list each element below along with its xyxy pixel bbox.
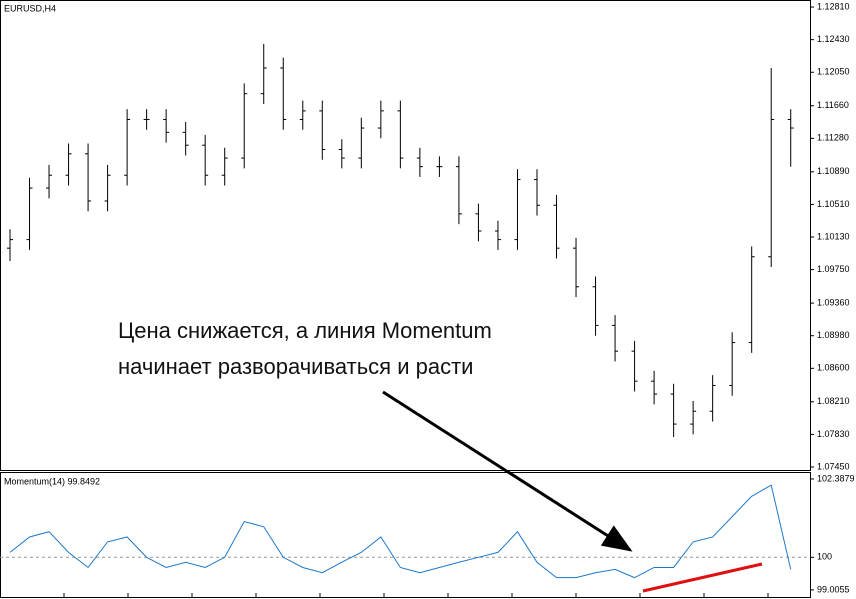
momentum-panel bbox=[0, 472, 811, 598]
y-tick-label: 1.10510 bbox=[817, 199, 850, 209]
y-tick-label: 1.12810 bbox=[817, 1, 850, 11]
y-tick-label: 1.10130 bbox=[817, 231, 850, 241]
y-tick-label: 1.09360 bbox=[817, 297, 850, 307]
price-panel bbox=[0, 0, 811, 471]
y-tick-label: 99.0055 bbox=[817, 584, 850, 594]
y-tick-label: 1.08210 bbox=[817, 396, 850, 406]
y-tick-label: 1.07450 bbox=[817, 461, 850, 471]
annotation: начинает разворачиваться и расти bbox=[118, 354, 473, 379]
trend-line bbox=[642, 562, 763, 593]
arrow bbox=[382, 390, 633, 552]
annotation: Цена снижается, а линия Momentum bbox=[118, 318, 492, 343]
momentum-line bbox=[9, 484, 792, 579]
y-tick-label: 1.11280 bbox=[817, 133, 849, 143]
y-tick-label: 1.09750 bbox=[817, 264, 850, 274]
y-tick-label: 1.07830 bbox=[817, 429, 850, 439]
y-tick-label: 1.12430 bbox=[817, 34, 850, 44]
y-tick-label: 1.12050 bbox=[817, 67, 850, 77]
x-ticks bbox=[63, 593, 769, 597]
y-tick-label: 1.08600 bbox=[817, 363, 850, 373]
price-title: EURUSD,H4 bbox=[4, 3, 56, 13]
momentum-title: Momentum(14) 99.8492 bbox=[4, 476, 100, 486]
y-tick-label: 102.3879 bbox=[817, 473, 855, 483]
y-tick-label: 1.08980 bbox=[817, 330, 850, 340]
y-tick-label: 1.10890 bbox=[817, 166, 850, 176]
y-tick-label: 100 bbox=[817, 552, 832, 562]
y-tick-label: 1.11660 bbox=[817, 100, 849, 110]
